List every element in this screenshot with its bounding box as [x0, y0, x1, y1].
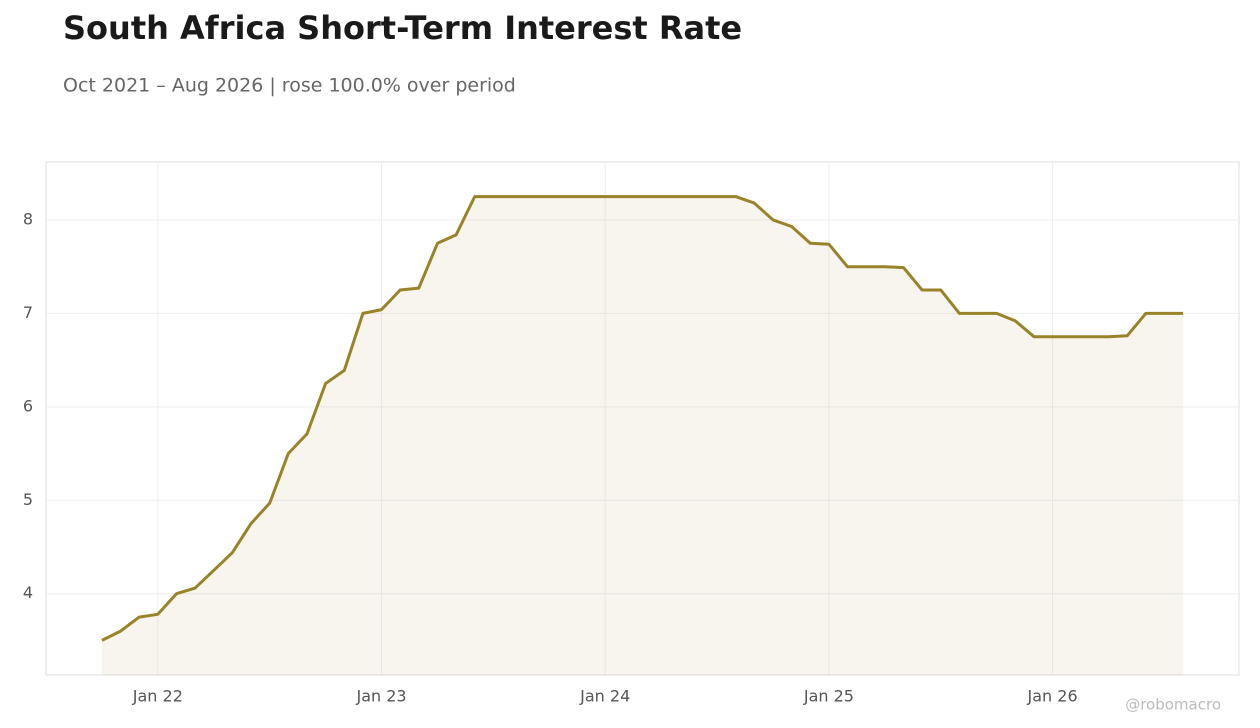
x-tick-label: Jan 23	[355, 687, 406, 706]
y-tick-label: 6	[23, 396, 33, 415]
chart-title: South Africa Short-Term Interest Rate	[63, 9, 742, 47]
area	[101, 196, 1184, 675]
y-tick-label: 4	[23, 583, 33, 602]
x-tick-label: Jan 24	[579, 687, 630, 706]
chart-subtitle: Oct 2021 – Aug 2026 | rose 100.0% over p…	[63, 75, 516, 97]
x-tick-label: Jan 26	[1027, 687, 1078, 706]
y-tick-label: 5	[23, 490, 33, 509]
y-tick-label: 7	[23, 303, 33, 322]
line	[101, 195, 1184, 642]
x-tick-label: Jan 25	[803, 687, 854, 706]
y-tick-label: 8	[23, 209, 33, 228]
plot-frame	[45, 161, 1240, 676]
x-tick-label: Jan 22	[132, 687, 183, 706]
watermark: @robomacro	[1125, 696, 1221, 714]
